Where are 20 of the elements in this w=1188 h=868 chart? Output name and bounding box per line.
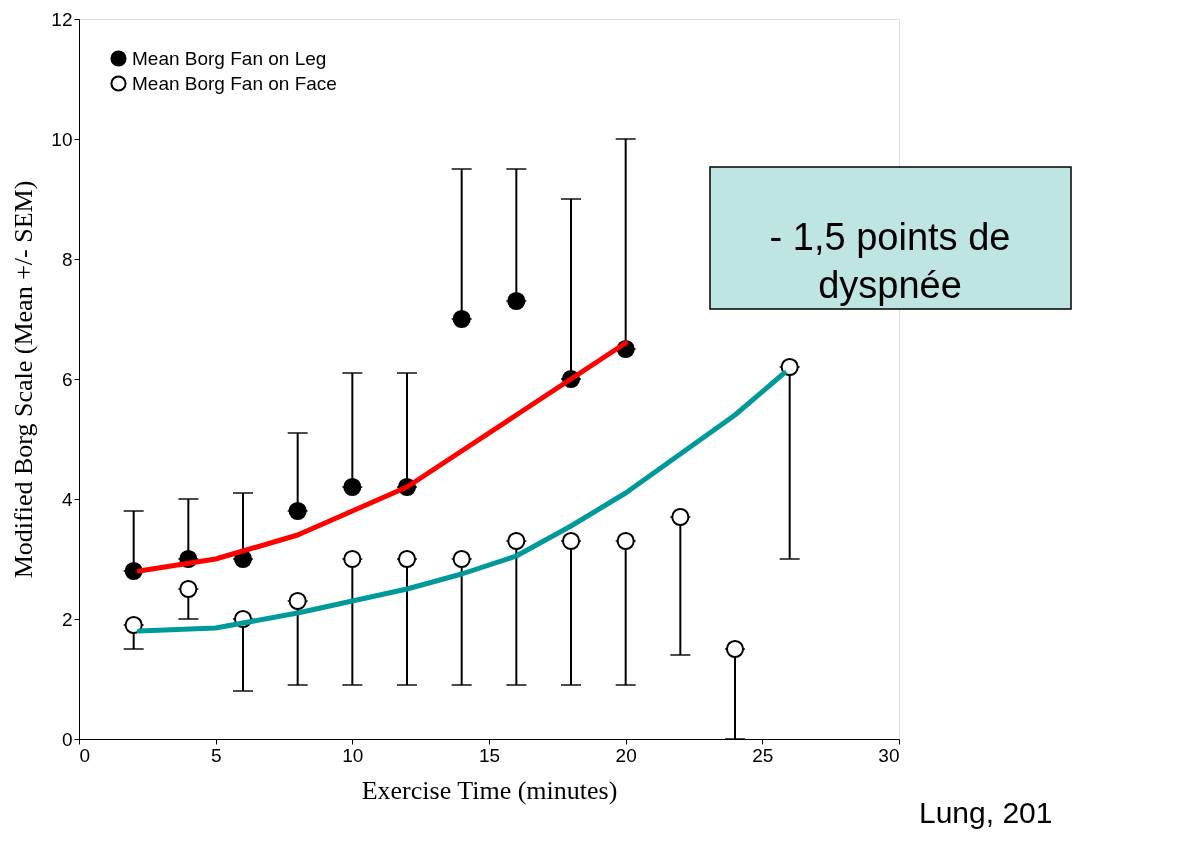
y-tick-label: 12 bbox=[51, 8, 73, 30]
text: Lung, 201 bbox=[919, 796, 1053, 829]
y-tick-label: 0 bbox=[61, 728, 73, 750]
x-tick-label: 0 bbox=[79, 744, 91, 766]
legend-label: Mean Borg Fan on Face bbox=[132, 72, 337, 94]
x-tick-label: 20 bbox=[615, 744, 637, 766]
x-tick-label: 10 bbox=[342, 744, 364, 766]
x-tick-label: 5 bbox=[210, 744, 222, 766]
x-tick-label: 30 bbox=[878, 744, 900, 766]
y-axis-title: Modified Borg Scale (Mean +/- SEM) bbox=[9, 180, 39, 579]
y-tick-label: 8 bbox=[61, 248, 73, 270]
x-tick-label: 25 bbox=[752, 744, 774, 766]
x-tick-label: 15 bbox=[478, 744, 501, 766]
x-axis-title: Exercise Time (minutes) bbox=[361, 775, 618, 805]
y-tick-label: 6 bbox=[61, 368, 73, 390]
y-tick-label: 4 bbox=[61, 488, 73, 510]
annotation: - 1,5 points de dyspnée bbox=[769, 216, 1011, 306]
y-tick-label: 2 bbox=[61, 608, 73, 630]
y-tick-label: 10 bbox=[51, 128, 73, 150]
legend-label: Mean Borg Fan on Leg bbox=[132, 47, 327, 69]
